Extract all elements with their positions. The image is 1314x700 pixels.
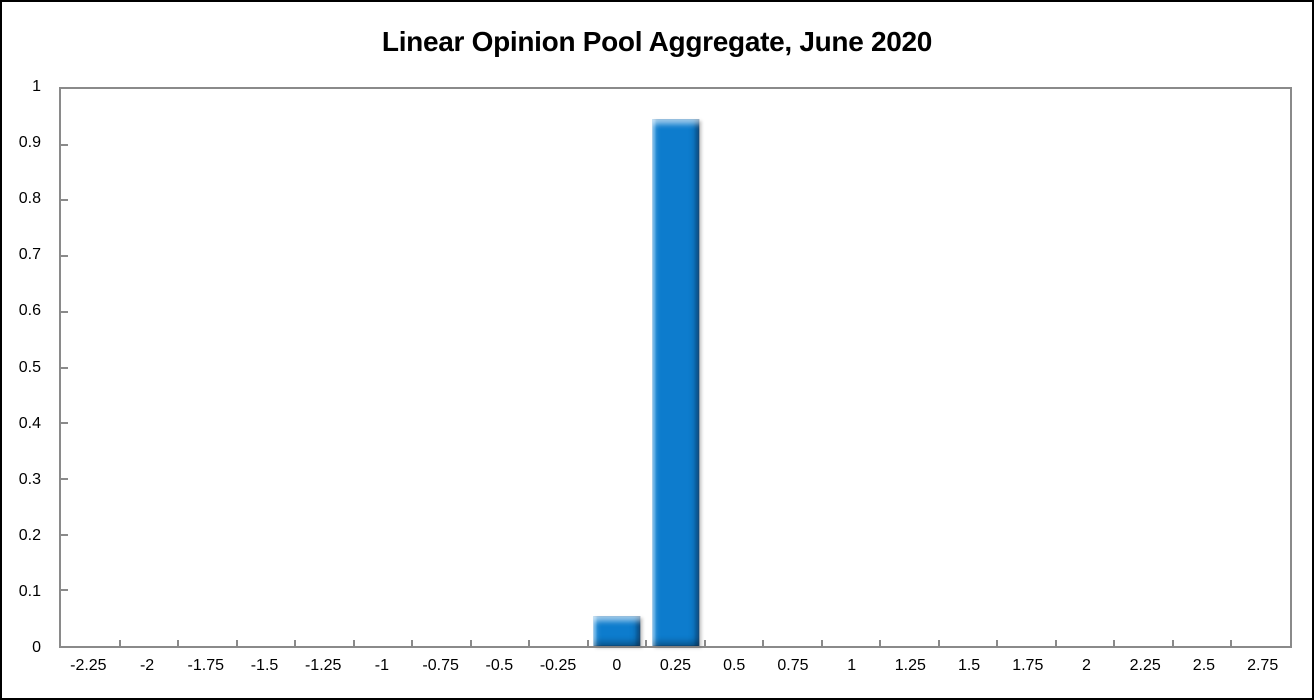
x-axis-tick xyxy=(820,640,823,646)
x-axis-tick xyxy=(1054,640,1057,646)
x-axis-tick xyxy=(1113,640,1116,646)
x-axis-tick xyxy=(177,640,180,646)
x-axis-tick-label: 1 xyxy=(847,657,857,674)
y-axis-tick-label: 0.4 xyxy=(18,414,41,432)
y-axis-tick xyxy=(61,422,68,425)
x-axis-tick xyxy=(528,640,531,646)
bar xyxy=(593,616,641,646)
x-axis-tick-label: 1.75 xyxy=(1012,657,1044,674)
y-axis-tick-label: 0 xyxy=(32,639,41,656)
x-axis-tick xyxy=(1171,640,1174,646)
y-axis: 0 0.1 0.2 0.3 0.4 0.5 0.6 0.7 0.8 0.9 1 xyxy=(2,78,50,656)
y-axis-tick-label: 1 xyxy=(32,78,41,95)
x-axis-tick-label: 2.25 xyxy=(1129,657,1161,674)
x-axis-tick-label: 0.5 xyxy=(723,657,746,674)
y-axis-tick-label: 0.3 xyxy=(18,470,41,488)
x-axis-tick-label: -2 xyxy=(139,657,155,674)
x-axis-tick xyxy=(996,640,999,646)
y-axis-tick-label: 0.9 xyxy=(18,134,41,152)
x-axis-tick xyxy=(294,640,297,646)
x-axis-tick xyxy=(586,640,589,646)
x-axis-tick xyxy=(352,640,355,646)
y-axis-tick-label: 0.8 xyxy=(18,190,41,208)
y-axis-tick xyxy=(61,310,68,313)
x-axis-tick-label: -0.25 xyxy=(539,657,577,674)
plot-area xyxy=(59,87,1292,648)
x-axis-tick-label: -1.75 xyxy=(187,657,225,674)
y-axis-tick xyxy=(61,589,68,592)
y-axis-tick xyxy=(61,477,68,480)
x-axis-tick-label: 1.25 xyxy=(894,657,926,674)
x-axis-tick xyxy=(703,640,706,646)
bar xyxy=(651,118,700,646)
x-axis-tick xyxy=(469,640,472,646)
y-axis-tick-label: 0.2 xyxy=(18,526,41,544)
x-axis-tick xyxy=(937,640,940,646)
x-axis-tick xyxy=(762,640,765,646)
y-axis-tick xyxy=(61,199,68,202)
x-axis-tick-label: -1.25 xyxy=(304,657,342,674)
y-axis-tick-label: 0.6 xyxy=(18,302,41,320)
x-axis-tick-label: 0 xyxy=(612,657,622,674)
y-axis-tick xyxy=(61,255,68,258)
chart-title: Linear Opinion Pool Aggregate, June 2020 xyxy=(381,26,933,57)
x-axis-tick xyxy=(411,640,414,646)
x-axis-tick-label: -0.5 xyxy=(485,657,514,674)
y-axis-tick-label: 0.5 xyxy=(18,358,41,376)
x-axis-tick xyxy=(118,640,121,646)
x-axis-tick-label: -2.25 xyxy=(70,657,107,674)
y-axis-tick xyxy=(61,533,68,536)
x-axis-tick xyxy=(235,640,238,646)
x-axis-tick-label: 0.25 xyxy=(659,657,692,674)
x-axis-tick-label: -1.5 xyxy=(250,657,279,674)
y-axis-tick xyxy=(61,366,68,369)
x-axis-tick-label: 0.75 xyxy=(777,657,809,674)
y-axis-tick-label: 0.7 xyxy=(18,246,41,264)
x-axis-tick xyxy=(879,640,882,646)
x-axis-tick-label: 2 xyxy=(1082,657,1091,674)
x-axis-tick xyxy=(1230,640,1233,646)
x-axis-tick-label: 2.5 xyxy=(1192,657,1216,674)
x-axis-tick-label: 1.5 xyxy=(957,657,981,674)
x-axis: -2.25 -2 -1.75 -1.5 -1.25 -1 -0.75 -0.5 -0.25 0 0.… xyxy=(59,656,1292,682)
x-axis-tick xyxy=(645,640,648,646)
x-axis-tick-label: -0.75 xyxy=(422,657,459,674)
x-axis-tick-label: -1 xyxy=(374,657,390,674)
x-axis-tick-label: 2.75 xyxy=(1247,657,1279,674)
y-axis-tick xyxy=(61,143,68,146)
y-axis-tick-label: 0.1 xyxy=(18,582,41,600)
